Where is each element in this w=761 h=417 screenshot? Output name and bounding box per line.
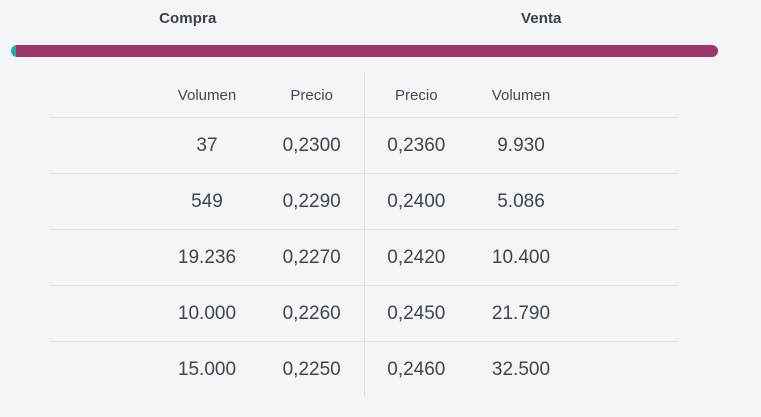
depth-bar-venta-segment — [15, 45, 718, 57]
col-header-venta-precio: Precio — [395, 86, 438, 104]
venta-precio-cell: 0,2400 — [387, 190, 446, 212]
compra-precio-cell: 0,2300 — [282, 134, 341, 156]
compra-volumen-cell: 549 — [191, 190, 223, 212]
depth-table-row[interactable]: 15.000 0,2250 0,2460 32.500 — [50, 341, 678, 397]
depth-table: Volumen Precio Precio Volumen 37 0,2300 … — [50, 73, 678, 397]
column-divider — [364, 73, 365, 397]
compra-precio-cell: 0,2270 — [282, 246, 341, 268]
col-header-venta-volumen: Volumen — [491, 86, 551, 104]
col-header-compra-precio: Precio — [290, 86, 333, 104]
venta-volumen-cell: 21.790 — [491, 302, 551, 324]
depth-ratio-bar — [11, 45, 718, 57]
compra-precio-cell: 0,2290 — [282, 190, 341, 212]
depth-table-body: 37 0,2300 0,2360 9.930 549 0,2290 0,2400… — [50, 117, 678, 397]
compra-header-label: Compra — [159, 10, 217, 27]
compra-volumen-cell: 10.000 — [177, 302, 237, 324]
venta-precio-cell: 0,2360 — [387, 134, 446, 156]
depth-bar-compra-segment — [11, 45, 16, 57]
venta-precio-cell: 0,2460 — [387, 358, 446, 380]
venta-header-label: Venta — [520, 10, 562, 27]
side-labels: Compra Venta — [11, 10, 718, 27]
compra-precio-cell: 0,2260 — [282, 302, 341, 324]
compra-precio-cell: 0,2250 — [282, 358, 341, 380]
venta-volumen-cell: 5.086 — [497, 190, 545, 212]
depth-table-row[interactable]: 37 0,2300 0,2360 9.930 — [50, 117, 678, 173]
venta-precio-cell: 0,2420 — [387, 246, 446, 268]
depth-table-header: Volumen Precio Precio Volumen — [50, 73, 678, 117]
compra-volumen-cell: 19.236 — [177, 246, 237, 268]
venta-volumen-cell: 32.500 — [491, 358, 551, 380]
compra-volumen-cell: 37 — [196, 134, 218, 156]
venta-volumen-cell: 9.930 — [497, 134, 545, 156]
venta-precio-cell: 0,2450 — [387, 302, 446, 324]
compra-volumen-cell: 15.000 — [177, 358, 237, 380]
col-header-compra-volumen: Volumen — [177, 86, 237, 104]
venta-volumen-cell: 10.400 — [491, 246, 551, 268]
